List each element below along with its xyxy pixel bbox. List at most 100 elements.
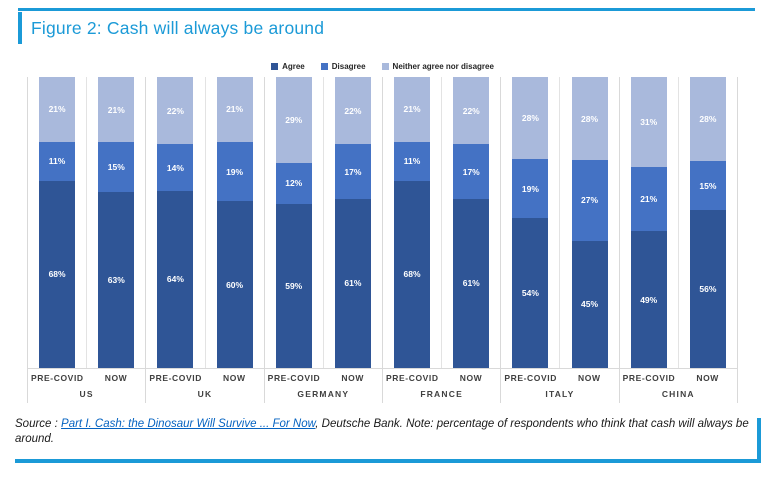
axis-label-row: PRE-COVID NOW [28,369,145,386]
stacked-bar-us-pre-covid: 21% 11% 68% [39,77,76,368]
stacked-bar-germany-pre-covid: 29% 12% 59% [275,77,312,368]
chart-legend: Agree Disagree Neither agree nor disagree [27,61,738,72]
legend-swatch-icon [381,63,389,70]
axis-label-pre-covid: PRE-COVID [31,372,84,383]
plot-area: 21% 11% 68% 21% 15% 63% PRE-COVID NOW US 22% 14% 64… [27,77,738,403]
bar-segment-agree: 60% [216,201,253,368]
bar-segment-disagree: 11% [394,141,431,181]
axis-label-now: NOW [104,372,128,383]
axis-label-row: PRE-COVID NOW [501,369,618,386]
bar-cell-pre-covid: 28% 19% 54% [501,77,561,368]
axis-label-now: NOW [696,372,719,383]
bar-cell-pre-covid: 22% 14% 64% [146,77,206,369]
axis-label-pre-covid: PRE-COVID [267,372,321,383]
bar-segment-neither: 28% [689,77,726,161]
legend-item-agree: Agree [271,61,305,72]
bar-cell-now: 28% 27% 45% [560,77,618,368]
bar-segment-neither: 22% [157,77,194,145]
country-group-germany: 29% 12% 59% 22% 17% 61% PRE-COVID NOW GERMANY [263,77,382,403]
bar-segment-agree: 54% [512,218,549,368]
source-link[interactable]: Part I. Cash: the Dinosaur Will Survive … [61,418,316,430]
bar-segment-agree: 49% [630,231,667,368]
bar-cell-now: 21% 15% 63% [87,77,145,368]
country-label-italy: ITALY [545,389,575,399]
stacked-bar-china-now: 28% 15% 56% [689,77,726,368]
bar-segment-agree: 61% [334,198,371,368]
bar-segment-disagree: 19% [216,141,253,202]
bar-segment-agree: 45% [571,240,608,368]
bar-segment-neither: 29% [275,77,312,163]
country-group-france: 21% 11% 68% 22% 17% 61% PRE-COVID NOW FRANCE [381,77,501,403]
axis-label-now: NOW [459,372,483,383]
bar-segment-disagree: 14% [157,144,194,191]
bars-row: 21% 11% 68% 21% 15% 63% [28,77,146,369]
country-label-china: CHINA [661,389,695,399]
country-label-germany: GERMANY [297,389,350,399]
source-prefix: Source : [15,418,62,430]
stacked-bar-italy-pre-covid: 28% 19% 54% [512,77,549,368]
country-group-china: 31% 21% 49% 28% 15% 56% PRE-COVID NOW CHINA [618,77,738,403]
bar-cell-pre-covid: 29% 12% 59% [265,77,324,368]
bars-row: 31% 21% 49% 28% 15% 56% [619,77,737,369]
axis-label-now: NOW [341,372,364,383]
country-label-us: US [79,389,94,399]
axis-label-row: PRE-COVID NOW [265,369,382,386]
bar-cell-now: 21% 19% 60% [206,77,264,368]
source-suffix: , Deutsche Bank. Note: percentage of res… [15,418,749,445]
source-note: Source : Part I. Cash: the Dinosaur Will… [15,417,753,447]
bar-cell-now: 22% 17% 61% [324,77,382,368]
bars-row: 28% 19% 54% 28% 27% 45% [501,77,619,369]
bar-segment-disagree: 15% [689,160,726,211]
country-label-france: FRANCE [420,389,463,399]
bar-cell-pre-covid: 21% 11% 68% [28,77,88,368]
bar-segment-agree: 64% [157,190,194,369]
stacked-bar-france-pre-covid: 21% 11% 68% [394,77,431,368]
bar-segment-disagree: 17% [453,144,490,199]
country-label-uk: UK [197,389,213,399]
stacked-bar-germany-now: 22% 17% 61% [334,77,371,368]
title-accent-bar [18,12,22,44]
bar-segment-disagree: 11% [39,141,76,181]
bar-segment-disagree: 21% [630,167,667,232]
bar-segment-disagree: 15% [98,142,135,192]
bar-segment-neither: 28% [512,77,549,160]
bar-segment-agree: 56% [689,210,726,368]
bar-segment-neither: 22% [334,77,371,145]
bar-segment-neither: 21% [39,77,76,142]
bar-segment-neither: 21% [98,77,135,143]
bar-segment-neither: 22% [453,77,490,145]
figure-title: Figure 2: Cash will always be around [31,17,325,38]
bar-segment-agree: 68% [394,180,431,368]
bar-segment-neither: 21% [394,77,431,142]
bar-cell-now: 22% 17% 61% [442,77,500,368]
legend-item-neither-agree-nor-disagree: Neither agree nor disagree [381,61,494,72]
chart-area: Agree Disagree Neither agree nor disagree … [27,61,738,403]
bar-segment-agree: 61% [453,198,490,368]
bar-segment-agree: 68% [39,180,76,368]
bar-segment-neither: 28% [571,77,608,161]
bar-segment-agree: 63% [98,191,135,368]
bar-cell-pre-covid: 21% 11% 68% [383,77,443,368]
bars-row: 21% 11% 68% 22% 17% 61% [382,77,501,369]
stacked-bar-uk-now: 21% 19% 60% [216,77,253,368]
axis-label-row: PRE-COVID NOW [146,369,263,386]
bar-segment-disagree: 17% [334,144,371,199]
country-group-us: 21% 11% 68% 21% 15% 63% PRE-COVID NOW US [27,77,146,403]
bars-row: 29% 12% 59% 22% 17% 61% [264,77,382,369]
axis-label-pre-covid: PRE-COVID [386,372,439,383]
country-group-italy: 28% 19% 54% 28% 27% 45% PRE-COVID NOW ITALY [500,77,619,403]
figure-bottom-rule [15,459,761,463]
axis-label-now: NOW [223,372,246,383]
legend-label: Neither agree nor disagree [392,62,494,71]
country-group-uk: 22% 14% 64% 21% 19% 60% PRE-COVID NOW UK [145,77,264,403]
bar-cell-pre-covid: 31% 21% 49% [620,77,679,368]
legend-swatch-icon [320,63,328,70]
axis-label-pre-covid: PRE-COVID [504,372,557,383]
stacked-bar-uk-pre-covid: 22% 14% 64% [157,77,194,369]
stacked-bar-italy-now: 28% 27% 45% [571,77,608,368]
figure-title-row: Figure 2: Cash will always be around [18,12,324,44]
bar-segment-agree: 59% [275,204,312,368]
axis-label-now: NOW [578,372,601,383]
axis-label-pre-covid: PRE-COVID [622,372,676,383]
stacked-bar-france-now: 22% 17% 61% [453,77,490,368]
